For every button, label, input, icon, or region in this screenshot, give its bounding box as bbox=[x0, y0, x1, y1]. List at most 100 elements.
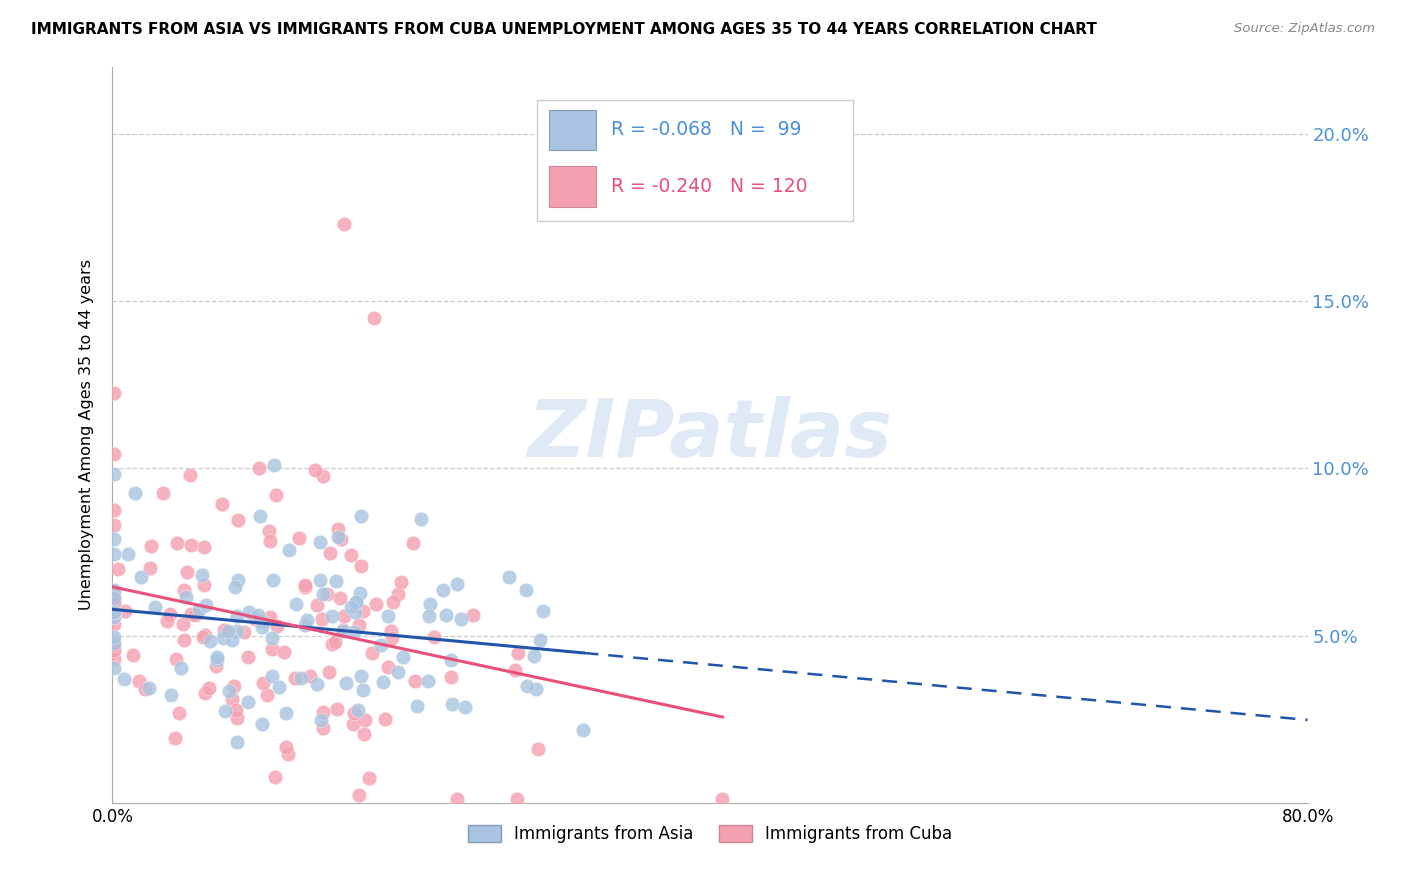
Point bbox=[330, 532, 353, 546]
Point bbox=[340, 548, 363, 562]
Point bbox=[103, 548, 125, 562]
Point bbox=[214, 704, 236, 718]
Point bbox=[259, 534, 281, 549]
Point bbox=[321, 608, 343, 623]
Point bbox=[392, 649, 415, 664]
Point bbox=[103, 591, 125, 605]
Point bbox=[309, 713, 332, 727]
Point bbox=[172, 616, 194, 631]
Point bbox=[180, 538, 202, 552]
Point bbox=[350, 668, 373, 682]
Point bbox=[347, 788, 370, 802]
Point bbox=[312, 721, 335, 735]
Point bbox=[304, 463, 326, 477]
Point bbox=[103, 661, 125, 675]
Point bbox=[307, 598, 329, 612]
Point bbox=[226, 711, 249, 725]
Point bbox=[309, 535, 332, 549]
Point bbox=[299, 669, 322, 683]
Point bbox=[198, 681, 221, 696]
Point bbox=[349, 586, 371, 600]
Point bbox=[387, 665, 409, 680]
Point bbox=[373, 674, 395, 689]
Point bbox=[312, 587, 335, 601]
Point bbox=[246, 607, 269, 622]
Point bbox=[191, 567, 214, 582]
Point bbox=[173, 632, 195, 647]
Point bbox=[319, 546, 342, 560]
Point bbox=[134, 681, 156, 696]
Point bbox=[252, 615, 274, 629]
Point bbox=[260, 669, 283, 683]
Point bbox=[117, 547, 139, 561]
Point bbox=[287, 531, 309, 545]
Point bbox=[247, 460, 270, 475]
Point bbox=[329, 591, 352, 605]
Point bbox=[205, 649, 228, 664]
Point bbox=[387, 587, 409, 601]
Point bbox=[516, 680, 538, 694]
Point bbox=[257, 524, 280, 538]
Point bbox=[344, 595, 367, 609]
Point bbox=[572, 723, 595, 737]
Point bbox=[256, 688, 278, 702]
Point bbox=[103, 630, 125, 644]
Point bbox=[326, 702, 349, 716]
Point bbox=[103, 642, 125, 657]
Point bbox=[389, 574, 412, 589]
Point bbox=[262, 574, 284, 588]
Point bbox=[402, 536, 425, 550]
Point bbox=[506, 792, 529, 806]
Point bbox=[156, 614, 179, 628]
Point bbox=[380, 624, 402, 638]
Point bbox=[381, 631, 404, 645]
Point bbox=[423, 630, 446, 644]
Point bbox=[343, 625, 366, 640]
Point bbox=[523, 648, 546, 663]
Point bbox=[236, 649, 259, 664]
Point bbox=[354, 713, 377, 727]
Point bbox=[434, 608, 457, 623]
Point bbox=[226, 573, 249, 587]
Point bbox=[174, 590, 197, 604]
Point bbox=[353, 727, 375, 741]
Point bbox=[224, 581, 246, 595]
Point bbox=[274, 706, 297, 721]
Point bbox=[217, 624, 239, 638]
Point bbox=[311, 612, 333, 626]
Point bbox=[179, 467, 201, 482]
Point bbox=[318, 665, 340, 679]
Point bbox=[284, 671, 307, 685]
Point bbox=[277, 747, 299, 761]
Point bbox=[238, 605, 260, 619]
Point bbox=[236, 695, 259, 709]
Point bbox=[165, 652, 187, 666]
Point bbox=[323, 635, 346, 649]
Point bbox=[350, 509, 373, 524]
Point bbox=[347, 618, 370, 632]
Point bbox=[212, 624, 235, 638]
Point bbox=[166, 536, 188, 550]
Point bbox=[260, 642, 283, 657]
Point bbox=[103, 503, 125, 517]
Point bbox=[218, 684, 240, 698]
Point bbox=[411, 511, 433, 525]
Point bbox=[138, 681, 160, 696]
Point bbox=[284, 597, 307, 611]
Point bbox=[347, 703, 370, 717]
Point bbox=[294, 617, 316, 632]
Point bbox=[370, 638, 392, 652]
Point bbox=[103, 532, 125, 546]
Point bbox=[163, 731, 186, 746]
Point bbox=[406, 698, 429, 713]
Text: ZIPatlas: ZIPatlas bbox=[527, 396, 893, 474]
Point bbox=[321, 636, 343, 650]
Point bbox=[103, 596, 125, 610]
Point bbox=[139, 561, 162, 575]
Point bbox=[225, 702, 247, 716]
Point bbox=[441, 698, 464, 712]
Point bbox=[159, 607, 181, 621]
Point bbox=[103, 606, 125, 620]
Point bbox=[103, 610, 125, 624]
Point bbox=[167, 706, 190, 720]
